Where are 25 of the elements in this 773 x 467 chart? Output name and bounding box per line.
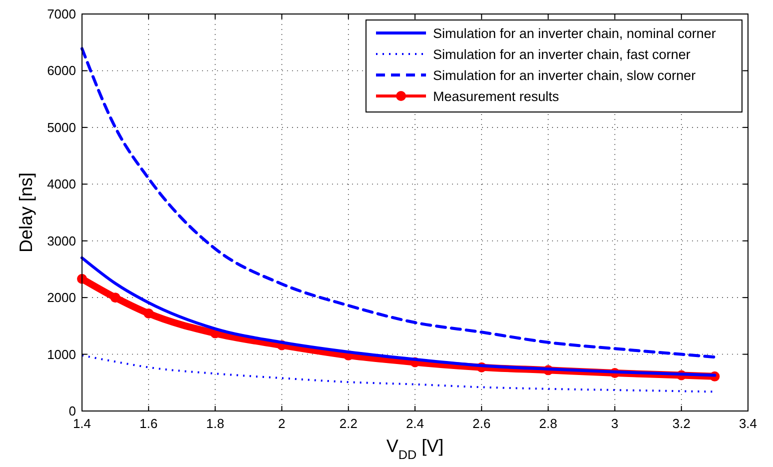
x-tick-label: 2 xyxy=(278,416,286,431)
y-tick-label: 3000 xyxy=(47,233,76,248)
x-tick-label: 2.2 xyxy=(339,416,358,431)
x-tick-label: 1.6 xyxy=(140,416,158,431)
legend-label: Measurement results xyxy=(433,89,560,104)
x-tick-label: 1.4 xyxy=(72,416,92,431)
y-tick-label: 1000 xyxy=(47,346,76,362)
y-tick-label: 2000 xyxy=(47,290,76,306)
x-tick-label: 2.8 xyxy=(539,416,558,431)
x-tick-label: 3.4 xyxy=(738,416,758,431)
x-tick-label: 2.4 xyxy=(406,416,424,431)
y-tick-label: 6000 xyxy=(47,63,76,78)
x-tick-label: 3 xyxy=(611,416,618,431)
y-tick-label: 5000 xyxy=(47,120,76,135)
x-tick-label: 1.8 xyxy=(206,416,224,431)
legend-label: Simulation for an inverter chain, nominal corner xyxy=(433,26,716,41)
legend-label: Simulation for an inverter chain, slow corner xyxy=(433,68,696,83)
y-axis-title: Delay [ns] xyxy=(16,172,36,253)
x-tick-label: 3.2 xyxy=(672,416,690,431)
y-tick-label: 0 xyxy=(68,404,76,418)
y-tick-label: 4000 xyxy=(47,176,76,192)
x-tick-label: 2.6 xyxy=(472,416,491,431)
legend-label: Simulation for an inverter chain, fast corner xyxy=(433,47,691,62)
y-tick-label: 7000 xyxy=(47,6,76,22)
x-axis-title: V$_{DD}$ [V] xyxy=(386,436,444,462)
